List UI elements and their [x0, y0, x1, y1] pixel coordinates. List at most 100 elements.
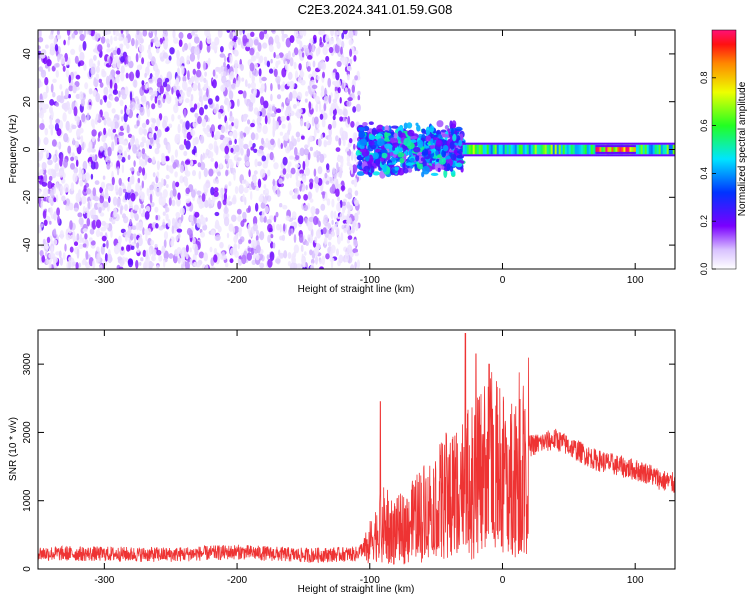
heatmap-cell [615, 147, 618, 152]
heatmap-cell [248, 38, 254, 48]
heatmap-cell-edge [625, 145, 628, 148]
heatmap-cell [163, 93, 166, 100]
heatmap-cell [650, 144, 654, 155]
heatmap-cell-edge [496, 154, 500, 157]
heatmap-cell-edge [526, 154, 530, 157]
heatmap-cell [441, 149, 447, 158]
heatmap-cell [332, 119, 337, 129]
heatmap-cell [627, 147, 630, 152]
heatmap-cell [103, 118, 107, 126]
heatmap-cell-edge [550, 154, 554, 157]
heatmap-cell [242, 211, 247, 220]
heatmap-cell [66, 60, 69, 66]
heatmap-cell [253, 148, 258, 153]
heatmap-cell [264, 115, 268, 125]
heatmap-cell [252, 216, 258, 226]
heatmap-cell [407, 129, 415, 137]
heatmap-cell-edge [617, 145, 620, 148]
heatmap-cell [196, 218, 202, 228]
heatmap-cell [286, 115, 290, 121]
heatmap-cell-edge [528, 154, 532, 157]
heatmap-cell [316, 122, 320, 129]
heatmap-cell [376, 138, 385, 147]
heatmap-cell [538, 144, 542, 155]
heatmap-cell [145, 205, 151, 213]
heatmap-cell [150, 239, 155, 246]
heatmap-x-tick-label: 0 [500, 275, 506, 286]
heatmap-cell [283, 132, 290, 142]
heatmap-cell [223, 61, 226, 68]
heatmap-cell [331, 183, 336, 192]
heatmap-cell-edge [546, 154, 550, 157]
heatmap-cell [476, 144, 480, 155]
heatmap-cell [103, 142, 106, 151]
heatmap-cell [227, 104, 230, 113]
heatmap-cell [194, 152, 198, 158]
heatmap-cell [321, 118, 326, 128]
heatmap-x-tick-label: -300 [94, 275, 114, 286]
heatmap-cell [129, 218, 132, 226]
heatmap-cell [422, 165, 430, 175]
heatmap-cell [267, 223, 273, 233]
heatmap-cell [554, 144, 558, 155]
heatmap-cell [154, 147, 160, 155]
heatmap-cell [656, 144, 660, 155]
heatmap-cell [316, 75, 320, 80]
heatmap-cell-edge [672, 154, 675, 157]
heatmap-cell [576, 144, 580, 155]
heatmap-cell [154, 41, 161, 47]
heatmap-cell [282, 156, 288, 166]
heatmap-cell [205, 32, 212, 40]
heatmap-cell [399, 157, 405, 164]
heatmap-cell [570, 144, 574, 155]
heatmap-cell-edge [633, 145, 636, 148]
heatmap-cell [79, 179, 84, 187]
heatmap-cell [458, 139, 463, 147]
heatmap-cell [49, 207, 53, 216]
heatmap-cell [304, 47, 310, 56]
heatmap-cell [298, 63, 302, 71]
heatmap-cell [186, 227, 192, 236]
heatmap-cell [621, 147, 624, 152]
heatmap-cell-edge [603, 151, 606, 154]
heatmap-cell [185, 170, 191, 177]
heatmap-cell [150, 136, 154, 145]
heatmap-cell-edge [524, 154, 528, 157]
heatmap-cell [270, 234, 274, 239]
heatmap-cell [233, 235, 238, 244]
heatmap-cell [242, 34, 248, 44]
heatmap-cell-edge [580, 142, 584, 145]
heatmap-cell-edge [462, 142, 466, 145]
heatmap-cell-edge [522, 154, 526, 157]
heatmap-cell [248, 104, 254, 112]
heatmap-cell-edge [620, 154, 624, 157]
heatmap-cell [276, 223, 281, 231]
heatmap-cell [292, 104, 297, 109]
heatmap-cell [311, 116, 315, 127]
heatmap-cell [119, 43, 124, 48]
heatmap-cell [158, 226, 164, 231]
heatmap-cell-edge [604, 142, 608, 145]
heatmap-cell [41, 181, 48, 187]
heatmap-cell [158, 195, 163, 206]
heatmap-cell [250, 122, 255, 128]
heatmap-cell [130, 192, 136, 202]
heatmap-cell [193, 261, 197, 267]
heatmap-cell [163, 259, 166, 268]
heatmap-cell [542, 144, 546, 155]
heatmap-cell [256, 110, 260, 118]
heatmap-cell [316, 155, 320, 163]
heatmap-cell [319, 153, 325, 163]
heatmap-cell [346, 239, 350, 244]
heatmap-cell [240, 147, 244, 156]
heatmap-cell [63, 133, 69, 143]
heatmap-cell [449, 141, 455, 150]
heatmap-cell [88, 161, 92, 167]
heatmap-cell [430, 138, 434, 146]
heatmap-cell [262, 162, 269, 169]
heatmap-cell [229, 161, 234, 169]
heatmap-cell-edge [522, 142, 526, 145]
heatmap-cell-edge [570, 154, 574, 157]
heatmap-cell [41, 254, 45, 263]
